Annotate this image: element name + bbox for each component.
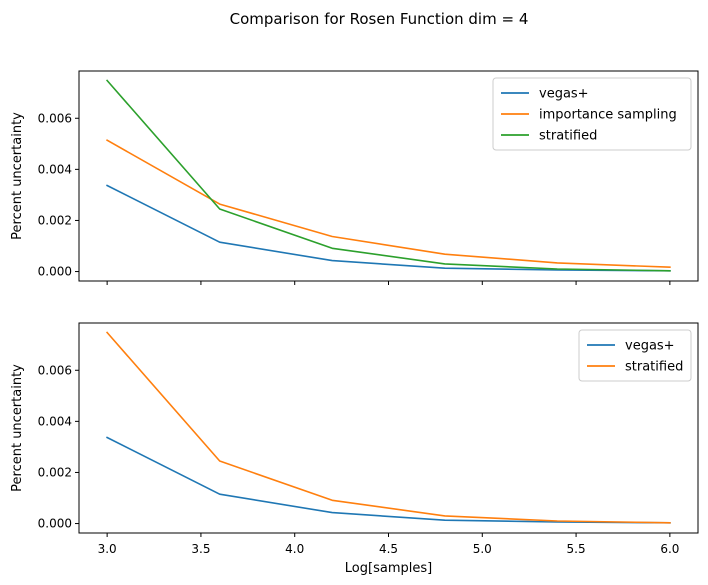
top-panel: 0.000 0.002 0.004 0.006 Percent uncertainty v…: [10, 70, 699, 285]
x-tick-label: 4.0: [285, 542, 304, 556]
series-line-2: [106, 139, 671, 269]
x-tick-label: 5.5: [567, 542, 586, 556]
y-axis-label: Percent uncertainty: [10, 112, 25, 240]
x-axis-label: Log[samples]: [345, 561, 432, 576]
y-tick-label: 0.002: [38, 465, 72, 479]
legend-label: stratified: [625, 360, 683, 375]
legend: vegas+ importance sampling stratified: [492, 77, 692, 151]
series-line-3: [105, 79, 671, 272]
y-tick-label: 0.006: [38, 111, 72, 125]
legend-label: vegas+: [625, 339, 675, 354]
y-tick-label: 0.006: [38, 363, 72, 377]
y-tick-label: 0.000: [38, 517, 72, 531]
legend-box: [492, 77, 692, 151]
x-tick-label: 5.0: [473, 542, 492, 556]
y-tick-label: 0.000: [38, 265, 72, 279]
x-tick-label: 3.5: [191, 542, 210, 556]
x-tick-label: 4.5: [379, 542, 398, 556]
y-axis-label: Percent uncertainty: [10, 364, 25, 492]
x-tick-label: 3.0: [98, 542, 117, 556]
x-tick-label: 6.0: [660, 542, 679, 556]
y-tick-label: 0.004: [38, 162, 72, 176]
series-line-1: [106, 436, 671, 524]
series-line-1: [106, 184, 671, 272]
legend-label: importance sampling: [539, 108, 677, 123]
y-tick-label: 0.002: [38, 213, 72, 227]
legend: vegas+ stratified: [578, 329, 692, 382]
series-line-2: [105, 331, 671, 524]
figure-title: Comparison for Rosen Function dim = 4: [230, 10, 529, 28]
bottom-panel: 3.0 3.5 4.0 4.5 5.0 5.5 6.0 0.000 0.002 0.004 0.00…: [10, 322, 699, 576]
y-tick-label: 0.004: [38, 414, 72, 428]
legend-label: stratified: [539, 129, 597, 144]
legend-box: [578, 329, 692, 382]
legend-label: vegas+: [539, 87, 589, 102]
